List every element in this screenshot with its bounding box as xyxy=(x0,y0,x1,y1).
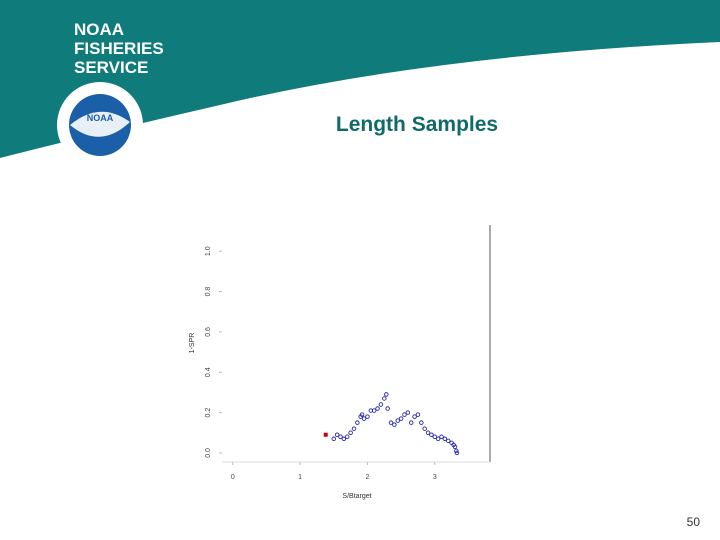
logo-bird xyxy=(70,111,130,137)
point xyxy=(454,448,459,454)
point xyxy=(405,410,411,415)
point xyxy=(361,416,367,421)
header-band xyxy=(0,0,720,158)
y-tick-label: 1.0 xyxy=(205,246,212,256)
point xyxy=(432,434,438,440)
point xyxy=(452,444,458,450)
x-tick-label: 0 xyxy=(231,474,235,481)
point xyxy=(435,436,441,442)
point xyxy=(382,396,387,401)
point xyxy=(429,432,434,438)
point xyxy=(446,438,451,444)
point xyxy=(388,420,394,425)
point xyxy=(348,430,353,436)
point xyxy=(392,422,397,427)
y-axis-label: 1-SPR xyxy=(189,333,196,354)
point xyxy=(419,420,424,425)
x-tick-label: 3 xyxy=(433,474,437,481)
point xyxy=(344,434,350,440)
y-tick-label: 0.8 xyxy=(205,287,212,297)
point xyxy=(422,426,427,431)
point xyxy=(384,392,389,397)
slide-title: Length Samples xyxy=(336,113,498,136)
header-line: FISHERIES xyxy=(74,39,164,58)
point xyxy=(331,436,337,442)
point xyxy=(408,420,414,425)
y-tick-label: 0.6 xyxy=(205,327,212,337)
point xyxy=(334,432,340,438)
x-tick-label: 1 xyxy=(298,474,302,481)
point xyxy=(378,402,384,407)
point xyxy=(395,418,400,423)
point xyxy=(439,434,444,440)
y-tick-label: 0.2 xyxy=(205,408,212,418)
point xyxy=(454,450,460,456)
header-line: NOAA xyxy=(74,20,124,39)
point xyxy=(341,436,347,442)
point xyxy=(323,432,328,437)
y-tick-label: 0.4 xyxy=(205,367,212,377)
point xyxy=(412,414,417,419)
page-number: 50 xyxy=(687,515,701,529)
x-axis-label: S/Btarget xyxy=(342,493,371,500)
header-line: SERVICE xyxy=(74,58,148,77)
logo-text: NOAA xyxy=(87,113,114,123)
point xyxy=(385,406,390,411)
point xyxy=(351,426,357,431)
point xyxy=(402,412,407,417)
point xyxy=(359,412,365,417)
point xyxy=(415,412,421,417)
point xyxy=(371,408,377,413)
point xyxy=(365,414,370,419)
point xyxy=(355,420,360,425)
point xyxy=(375,406,380,411)
x-tick-label: 2 xyxy=(365,474,369,481)
y-tick-label: 0.0 xyxy=(205,448,212,458)
point xyxy=(398,416,404,421)
point xyxy=(442,436,448,442)
point xyxy=(425,430,431,436)
point xyxy=(338,434,343,440)
